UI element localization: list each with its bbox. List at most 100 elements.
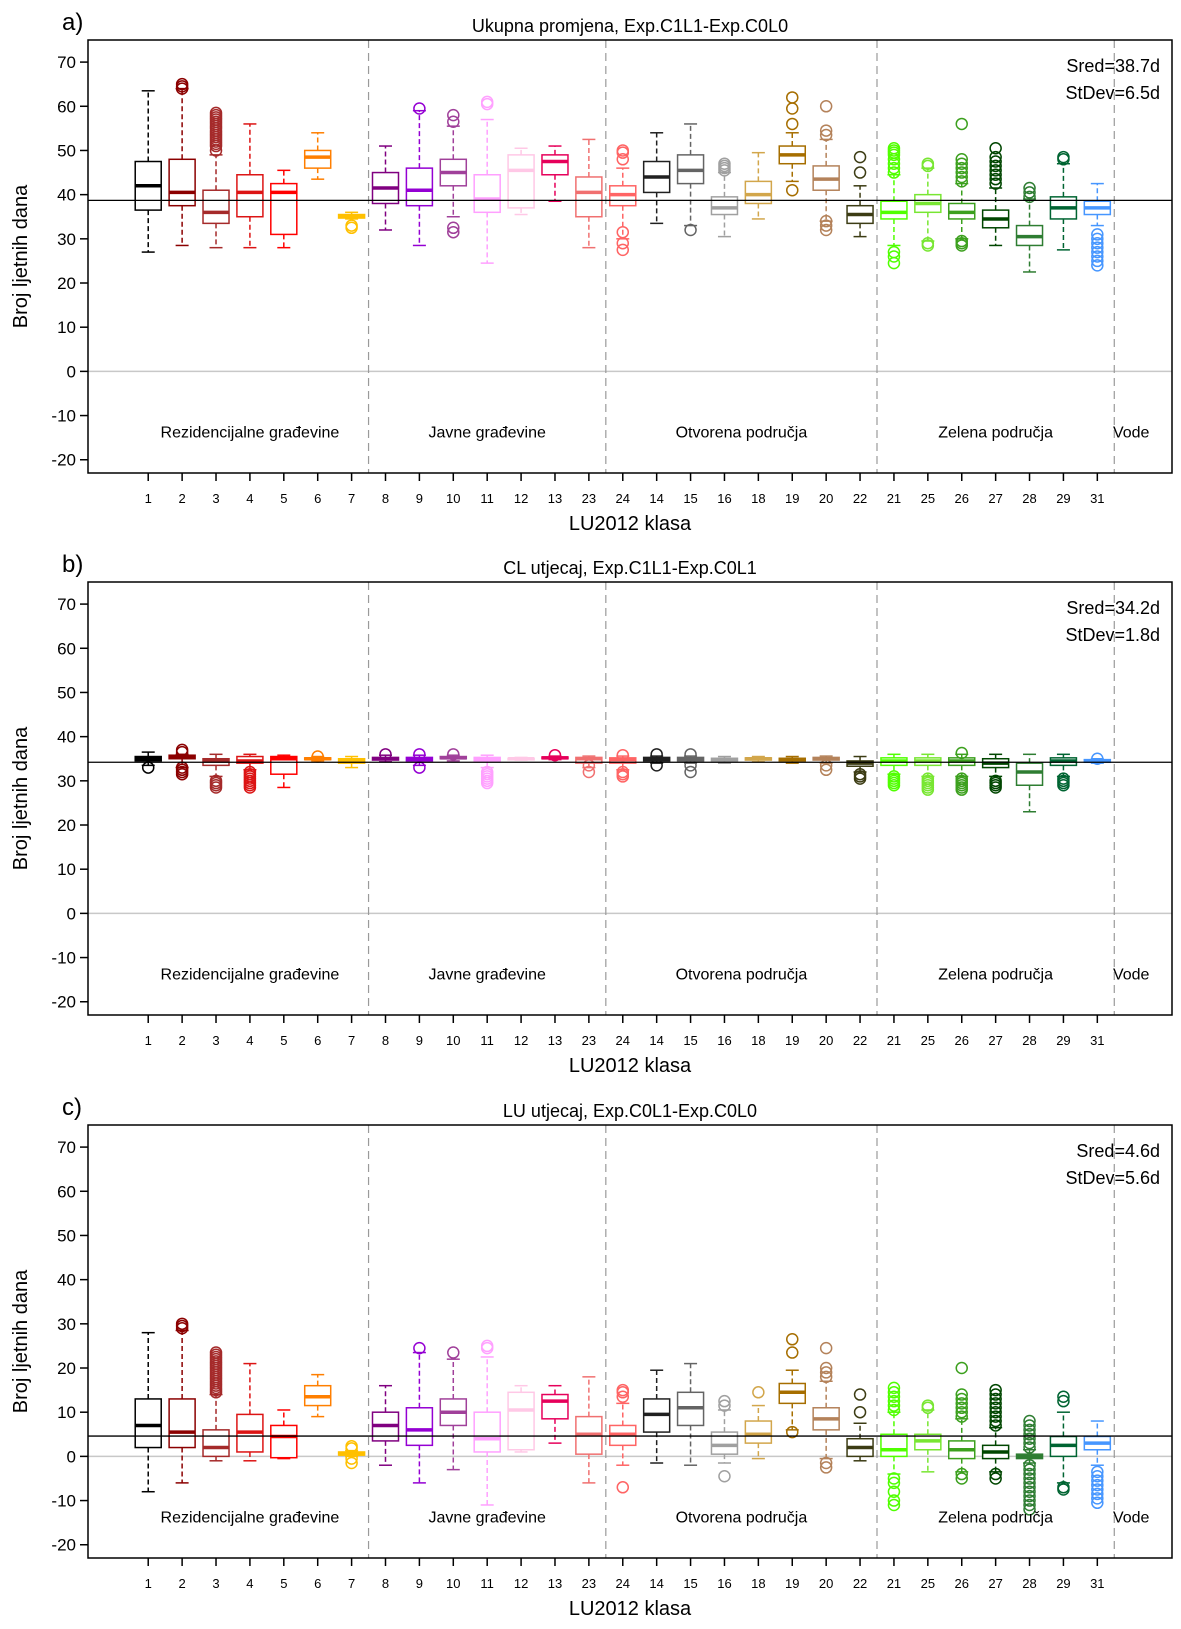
box-class-24 [609, 1383, 637, 1494]
box-class-28 [1015, 181, 1044, 273]
box-class-11 [473, 95, 501, 264]
y-tick-label: 20 [57, 816, 76, 835]
y-tick-label: 70 [57, 1138, 76, 1157]
outlier-point [1057, 1390, 1070, 1403]
outlier-point [1091, 236, 1104, 250]
box-class-3 [202, 106, 230, 249]
group-label: Otvorena područja [676, 967, 808, 984]
outlier-point [616, 1390, 630, 1403]
outlier-point [447, 225, 460, 239]
outlier-point [955, 153, 968, 166]
y-tick-label: -20 [51, 1536, 76, 1555]
x-axis-label: LU2012 klasa [569, 513, 692, 535]
iqr-box [270, 1424, 298, 1459]
stat-text: StDev=6.5d [1065, 83, 1160, 103]
box-class-31 [1083, 1420, 1112, 1510]
group-label: Rezidencijalne građevine [161, 1510, 340, 1527]
outlier-point [819, 1361, 833, 1375]
box-class-27 [981, 142, 1010, 247]
outlier-point [887, 1485, 901, 1498]
outlier-point [819, 1366, 833, 1379]
iqr-box [880, 1433, 908, 1458]
outlier-point [1023, 1423, 1036, 1437]
outlier-point [786, 1425, 799, 1439]
outlier-point [819, 100, 833, 113]
outlier-point [921, 157, 935, 170]
outlier-point [887, 1390, 901, 1403]
x-tick-label: 6 [314, 1033, 321, 1048]
box-class-12 [507, 756, 535, 761]
outlier-point [955, 1392, 968, 1406]
outlier-point [1057, 772, 1070, 785]
x-tick-label: 16 [717, 1033, 731, 1048]
x-tick-label: 25 [921, 1576, 935, 1591]
group-label: Rezidencijalne građevine [161, 967, 340, 984]
outlier-point [819, 1456, 833, 1470]
x-tick-label: 11 [480, 491, 494, 506]
y-tick-label: 0 [67, 362, 76, 381]
group-label: Zelena područja [938, 1510, 1053, 1527]
outlier-point [887, 245, 901, 259]
iqr-box [710, 1431, 739, 1455]
outlier-point [1023, 1458, 1036, 1472]
outlier-point [447, 221, 460, 235]
box-class-13 [541, 1384, 569, 1444]
box-class-16 [710, 1394, 739, 1483]
iqr-box [202, 1429, 230, 1458]
x-tick-label: 18 [751, 1576, 765, 1591]
outlier-point [1057, 1481, 1070, 1494]
y-tick-label: -10 [51, 407, 76, 426]
panel-a: a) Ukupna promjena, Exp.C1L1-Exp.C0L0 -20 -… [10, 9, 1173, 535]
iqr-box [507, 154, 535, 209]
x-tick-label: 3 [212, 1033, 219, 1048]
box-class-3 [202, 753, 230, 794]
x-tick-label: 26 [955, 491, 969, 506]
x-tick-label: 23 [582, 491, 596, 506]
outlier-point [853, 767, 867, 781]
outlier-point [887, 770, 901, 783]
x-tick-label: 16 [717, 1576, 731, 1591]
outlier-point [989, 150, 1002, 164]
x-tick-label: 11 [480, 1576, 494, 1591]
group-label: Javne građevine [428, 425, 546, 442]
iqr-box [405, 167, 434, 207]
box-class-1 [134, 1331, 162, 1493]
outlier-point [989, 1467, 1002, 1481]
outlier-point [1091, 1474, 1104, 1487]
x-tick-label: 6 [314, 491, 321, 506]
y-tick-label: -10 [51, 1492, 76, 1511]
x-tick-label: 6 [314, 1576, 321, 1591]
outlier-point [955, 1467, 968, 1481]
box-class-26 [947, 1361, 976, 1485]
group-label: Zelena područja [938, 967, 1053, 984]
outlier-point [616, 1481, 630, 1494]
box-class-13 [541, 748, 569, 762]
outlier-point [819, 1370, 833, 1384]
box-class-10 [439, 1346, 468, 1471]
outlier-point [819, 128, 833, 142]
outlier-point [379, 748, 392, 761]
outlier-point [616, 144, 630, 157]
outlier-point [955, 1388, 968, 1401]
panel-b: b) CL utjecaj, Exp.C1L1-Exp.C0L1 -20 -10 0 10… [10, 551, 1173, 1077]
box-class-1 [134, 90, 162, 253]
outlier-point [616, 765, 630, 779]
outlier-point [209, 1346, 223, 1359]
x-tick-label: 26 [955, 1033, 969, 1048]
outlier-point [1023, 1476, 1036, 1490]
box-class-10 [439, 748, 468, 762]
outlier-point [1023, 1428, 1036, 1441]
outlier-point [175, 1317, 189, 1331]
outlier-point [1091, 228, 1104, 241]
outlier-point [887, 1386, 901, 1399]
outlier-point [1091, 254, 1104, 268]
box-class-5 [270, 1409, 298, 1460]
x-tick-label: 10 [446, 491, 460, 506]
x-tick-label: 3 [212, 491, 219, 506]
x-tick-label: 23 [582, 1033, 596, 1048]
y-axis-label: Broj ljetnih dana [10, 184, 32, 328]
box-class-4 [236, 123, 264, 249]
y-tick-label: 60 [57, 97, 76, 116]
x-tick-label: 24 [616, 1576, 630, 1591]
y-axis-label: Broj ljetnih dana [10, 1269, 32, 1413]
